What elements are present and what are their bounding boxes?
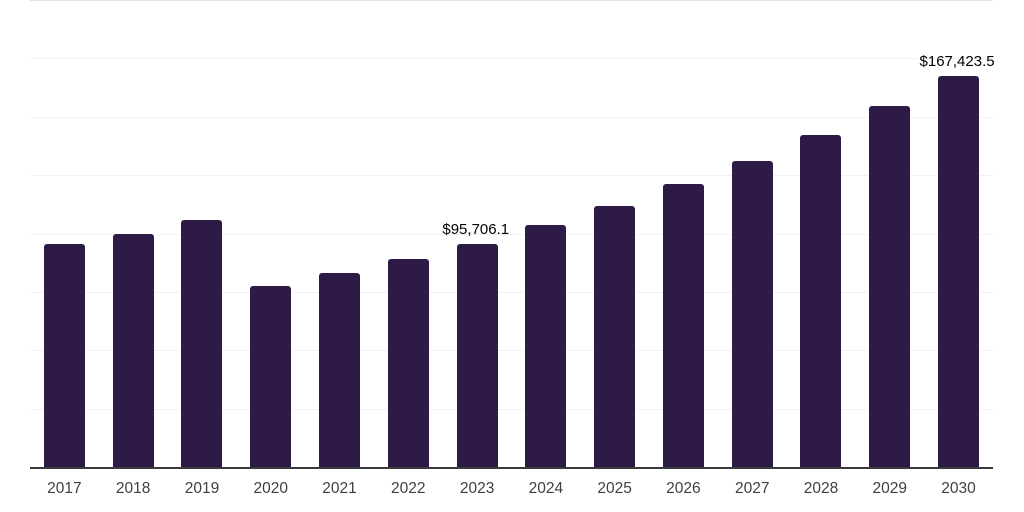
x-tick-2026: 2026 — [666, 480, 701, 497]
x-tick-2024: 2024 — [528, 480, 564, 497]
x-tick-2023: 2023 — [459, 480, 495, 497]
bar-2022 — [387, 258, 429, 467]
bar-slot-2020 — [236, 2, 305, 467]
bar-2020 — [250, 285, 292, 467]
x-tick-2019: 2019 — [184, 480, 220, 497]
bar-slot-2028 — [787, 2, 856, 467]
x-tick-2022: 2022 — [391, 480, 426, 497]
x-axis-labels: 2017 2018 2019 2020 2021 2022 2023 2024 2025 2026… — [30, 481, 993, 497]
bar-2019 — [181, 219, 223, 467]
bar-slot-2027 — [718, 2, 787, 467]
x-tick-2017: 2017 — [47, 480, 82, 497]
bar-slot-2021 — [305, 2, 374, 467]
bar-2028 — [800, 134, 842, 467]
gridline-200000 — [30, 0, 993, 1]
bar-2023 — [456, 243, 498, 467]
bar-2029 — [869, 106, 911, 467]
bar-slot-2026 — [649, 2, 718, 467]
bar-slot-2030: $167,423.5 — [920, 2, 995, 467]
bar-2027 — [731, 160, 773, 467]
data-label-2023: $95,706.1 — [442, 220, 510, 238]
x-tick-2027: 2027 — [734, 480, 770, 497]
x-tick-2021: 2021 — [322, 480, 357, 497]
plot-area: $95,706.1 $167,423.5 — [30, 0, 995, 469]
x-tick-2020: 2020 — [253, 480, 288, 497]
x-tick-2028: 2028 — [803, 480, 839, 497]
x-tick-2030: 2030 — [941, 480, 976, 497]
bar-2025 — [594, 205, 636, 467]
bar-2030 — [938, 76, 980, 467]
bar-2021 — [319, 272, 361, 467]
bar-slot-2019 — [168, 2, 237, 467]
bar-slot-2024 — [511, 2, 580, 467]
bar-slot-2022 — [374, 2, 443, 467]
bars-container: $95,706.1 $167,423.5 — [30, 2, 995, 467]
x-tick-2029: 2029 — [872, 480, 907, 497]
bar-slot-2023: $95,706.1 — [442, 2, 512, 467]
x-tick-2018: 2018 — [115, 480, 151, 497]
bar-2024 — [525, 225, 567, 467]
bar-slot-2029 — [855, 2, 924, 467]
bar-2026 — [662, 184, 704, 467]
bar-slot-2017 — [30, 2, 99, 467]
bar-slot-2025 — [580, 2, 649, 467]
bar-2018 — [112, 234, 154, 467]
bar-2017 — [43, 244, 85, 467]
x-tick-2025: 2025 — [597, 480, 632, 497]
data-label-2030: $167,423.5 — [919, 53, 995, 71]
bar-slot-2018 — [99, 2, 168, 467]
